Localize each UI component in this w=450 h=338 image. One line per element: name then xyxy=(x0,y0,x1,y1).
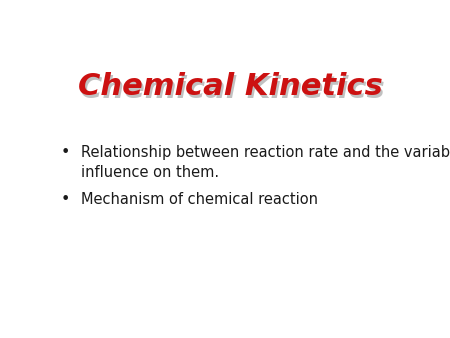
Text: •: • xyxy=(60,192,70,207)
Text: Chemical Kinetics: Chemical Kinetics xyxy=(81,75,385,104)
Text: Mechanism of chemical reaction: Mechanism of chemical reaction xyxy=(81,192,318,207)
Text: •: • xyxy=(60,145,70,160)
Text: Relationship between reaction rate and the variables that exert
influence on the: Relationship between reaction rate and t… xyxy=(81,145,450,180)
Text: Chemical Kinetics: Chemical Kinetics xyxy=(78,72,383,101)
